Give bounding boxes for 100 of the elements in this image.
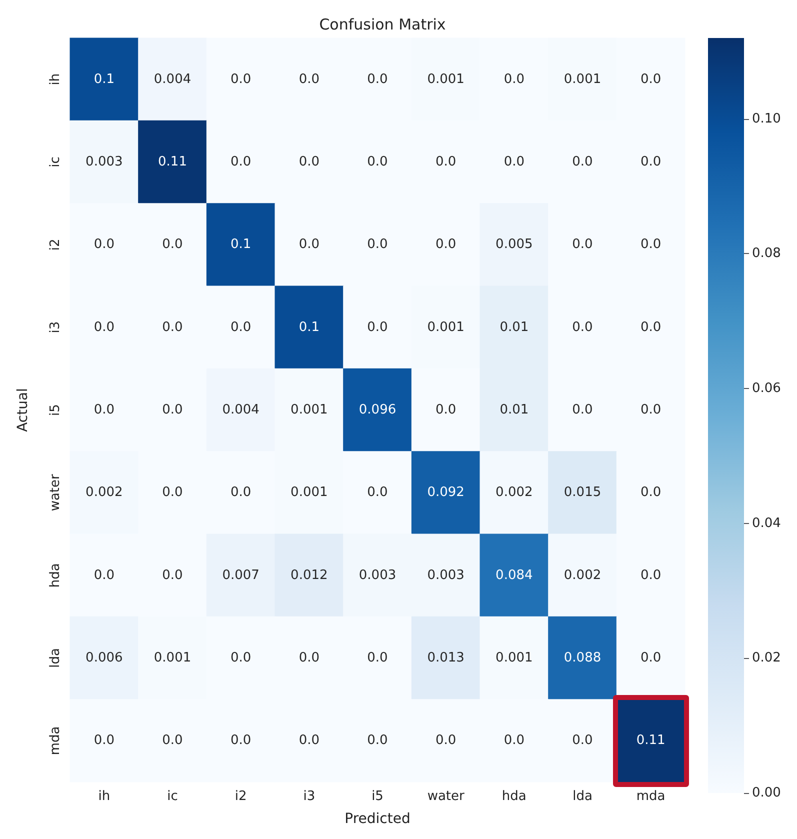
data-label: 0.007 [222, 568, 260, 583]
color-bar-label: 0.00 [752, 786, 781, 800]
y-axis-title: Actual [15, 388, 31, 432]
data-label: 0.0 [94, 320, 115, 335]
data-label: 0.0 [94, 402, 115, 418]
color-bar-label: 0.06 [752, 381, 781, 396]
data-label: 0.001 [427, 320, 464, 335]
x-tick-label: i3 [303, 789, 316, 804]
data-label: 0.002 [496, 485, 533, 500]
data-label: 0.0 [640, 650, 662, 666]
data-label: 0.0 [94, 237, 115, 252]
data-label: 0.0 [230, 650, 252, 666]
data-label: 0.0 [572, 237, 593, 252]
data-label: 0.0 [162, 320, 183, 335]
y-tick-label: water [48, 473, 63, 512]
data-label: 0.004 [154, 72, 192, 87]
data-label: 0.002 [564, 568, 602, 583]
data-label: 0.084 [496, 568, 533, 583]
data-label: 0.0 [572, 402, 593, 418]
x-tick-label: ic [167, 789, 178, 804]
data-label: 0.006 [86, 650, 123, 666]
data-label: 0.001 [427, 72, 464, 87]
y-tick-label: i5 [48, 404, 63, 416]
data-label: 0.0 [640, 320, 662, 335]
data-label: 0.0 [640, 402, 662, 418]
data-label: 0.0 [230, 72, 252, 87]
data-label: 0.092 [427, 485, 464, 500]
data-label: 0.0 [298, 237, 320, 252]
color-bar-label: 0.04 [752, 516, 781, 531]
x-tick-label: lda [572, 789, 592, 804]
color-bar-label: 0.02 [752, 650, 781, 666]
data-label: 0.0 [162, 568, 183, 583]
data-label: 0.0 [94, 733, 115, 748]
data-label: 0.002 [86, 485, 123, 500]
data-label: 0.088 [564, 650, 602, 666]
data-label: 0.0 [435, 237, 456, 252]
data-label: 0.0 [298, 733, 320, 748]
data-label: 0.012 [290, 568, 328, 583]
data-label: 0.1 [94, 72, 115, 87]
x-tick-label: i2 [234, 789, 247, 804]
data-label: 0.0 [94, 568, 115, 583]
data-label: 0.11 [636, 733, 666, 748]
data-label: 0.0 [230, 485, 252, 500]
x-tick-label: i5 [372, 789, 384, 804]
data-label: 0.0 [572, 733, 593, 748]
data-label: 0.01 [500, 320, 529, 335]
y-tick-label: lda [48, 648, 63, 668]
y-tick-label: i3 [48, 321, 63, 334]
data-label: 0.013 [427, 650, 464, 666]
y-tick-label: hda [48, 563, 63, 588]
data-label: 0.0 [367, 650, 388, 666]
data-label: 0.01 [500, 402, 529, 418]
data-label: 0.0 [640, 485, 662, 500]
data-label: 0.0 [162, 402, 183, 418]
data-label: 0.001 [154, 650, 192, 666]
data-label: 0.003 [86, 154, 123, 170]
data-label: 0.0 [640, 72, 662, 87]
data-label: 0.0 [162, 485, 183, 500]
data-label: 0.0 [367, 237, 388, 252]
color-bar-label: 0.08 [752, 246, 781, 262]
data-label: 0.0 [572, 320, 593, 335]
data-label: 0.005 [496, 237, 533, 252]
y-tick-label: i2 [48, 238, 63, 251]
data-label: 0.0 [504, 72, 525, 87]
x-tick-label: ih [98, 789, 110, 804]
data-label: 0.001 [290, 485, 328, 500]
data-label: 0.001 [496, 650, 533, 666]
data-label: 0.0 [640, 568, 662, 583]
data-label: 0.0 [367, 154, 388, 170]
data-label: 0.0 [435, 733, 456, 748]
data-label: 0.096 [358, 402, 396, 418]
data-label: 0.001 [564, 72, 602, 87]
data-label: 0.0 [504, 154, 525, 170]
data-label: 0.0 [435, 154, 456, 170]
data-label: 0.0 [162, 733, 183, 748]
data-label: 0.0 [162, 237, 183, 252]
data-label: 0.0 [504, 733, 525, 748]
data-label: 0.1 [230, 237, 252, 252]
data-label: 0.11 [158, 154, 187, 170]
x-tick-label: water [427, 789, 466, 804]
data-label: 0.0 [367, 485, 388, 500]
data-label: 0.003 [358, 568, 396, 583]
data-label: 0.0 [367, 72, 388, 87]
data-label: 0.0 [230, 320, 252, 335]
y-tick-label: mda [48, 726, 63, 756]
data-label: 0.0 [230, 154, 252, 170]
chart-title: Confusion Matrix [319, 16, 446, 34]
data-label: 0.0 [367, 320, 388, 335]
x-tick-label: hda [502, 789, 526, 804]
color-bar-label: 0.10 [752, 111, 781, 126]
y-tick-label: ih [48, 73, 63, 86]
x-axis-title: Predicted [344, 811, 410, 827]
data-label: 0.0 [367, 733, 388, 748]
data-label: 0.003 [427, 568, 464, 583]
y-tick-label: ic [48, 156, 63, 168]
data-label: 0.0 [435, 402, 456, 418]
data-label: 0.004 [222, 402, 260, 418]
data-label: 0.0 [572, 154, 593, 170]
data-label: 0.1 [298, 320, 320, 335]
data-label: 0.015 [564, 485, 602, 500]
